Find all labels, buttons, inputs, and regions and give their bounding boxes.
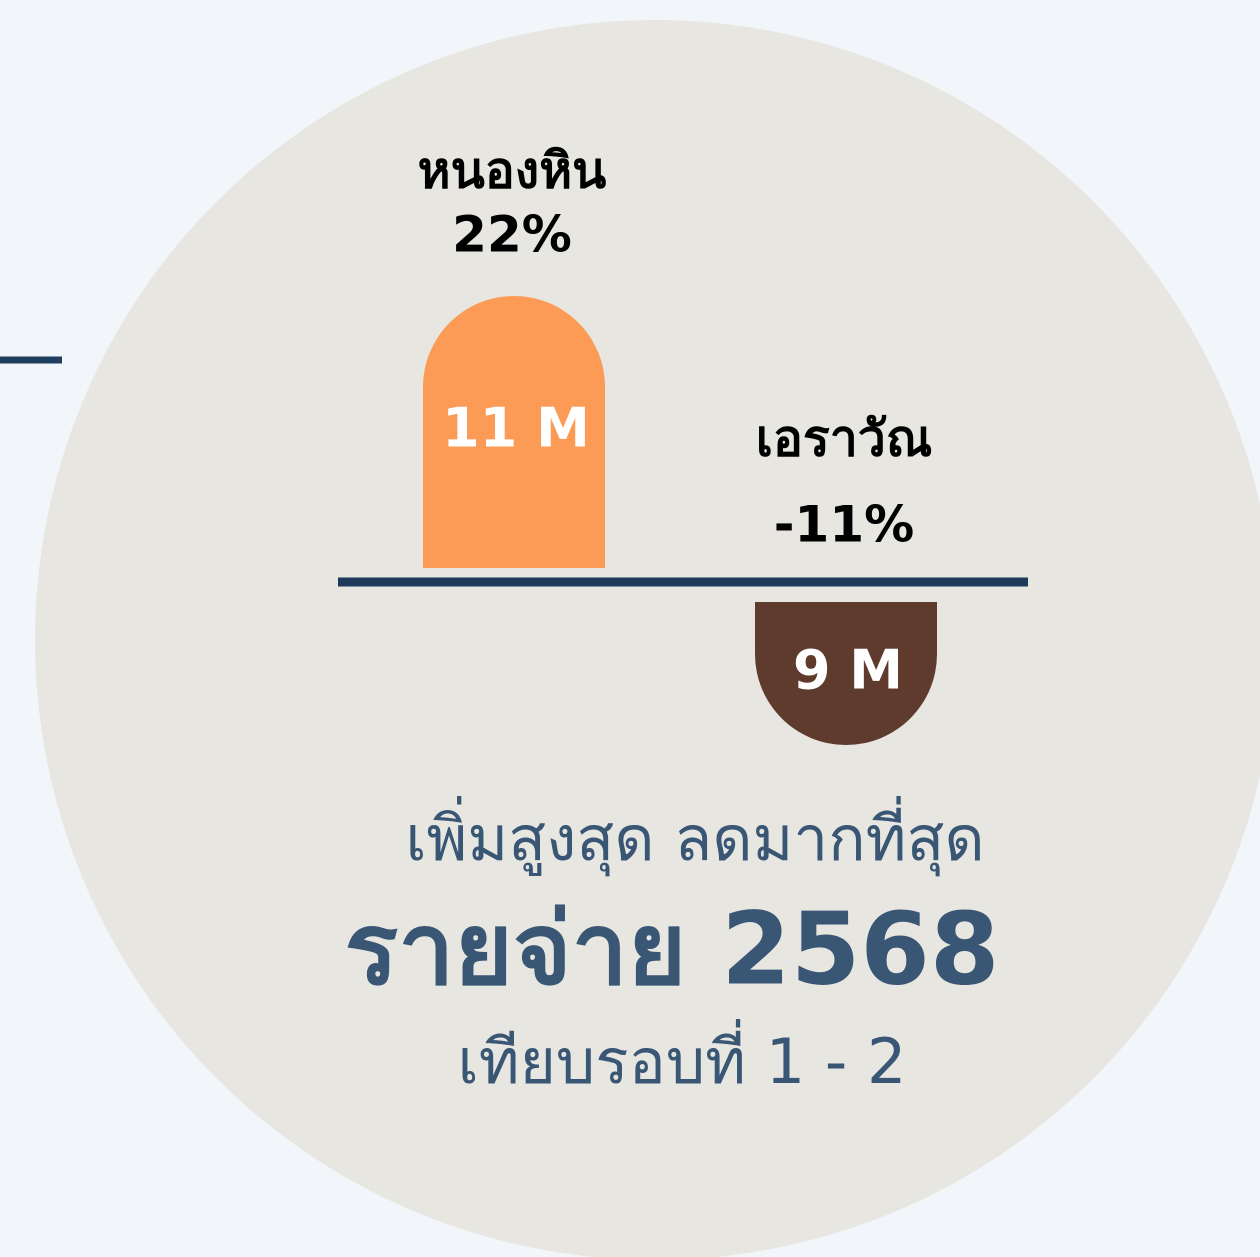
bar <box>755 602 937 745</box>
category-label: หนองหิน <box>418 142 607 200</box>
chart-title: รายจ่าย 2568 <box>345 890 1000 1007</box>
value-label: -11% <box>774 496 914 554</box>
bar <box>423 296 605 568</box>
backdrop-circle <box>35 20 1260 1257</box>
category-label: เอราวัณ <box>756 410 933 468</box>
amount-label: 9 M <box>793 639 903 702</box>
subtitle: เพิ่มสูงสุด ลดมากที่สุด <box>405 796 984 876</box>
note: เทียบรอบที่ 1 - 2 <box>458 1019 907 1098</box>
amount-label: 11 M <box>442 397 590 460</box>
value-label: 22% <box>452 206 572 264</box>
